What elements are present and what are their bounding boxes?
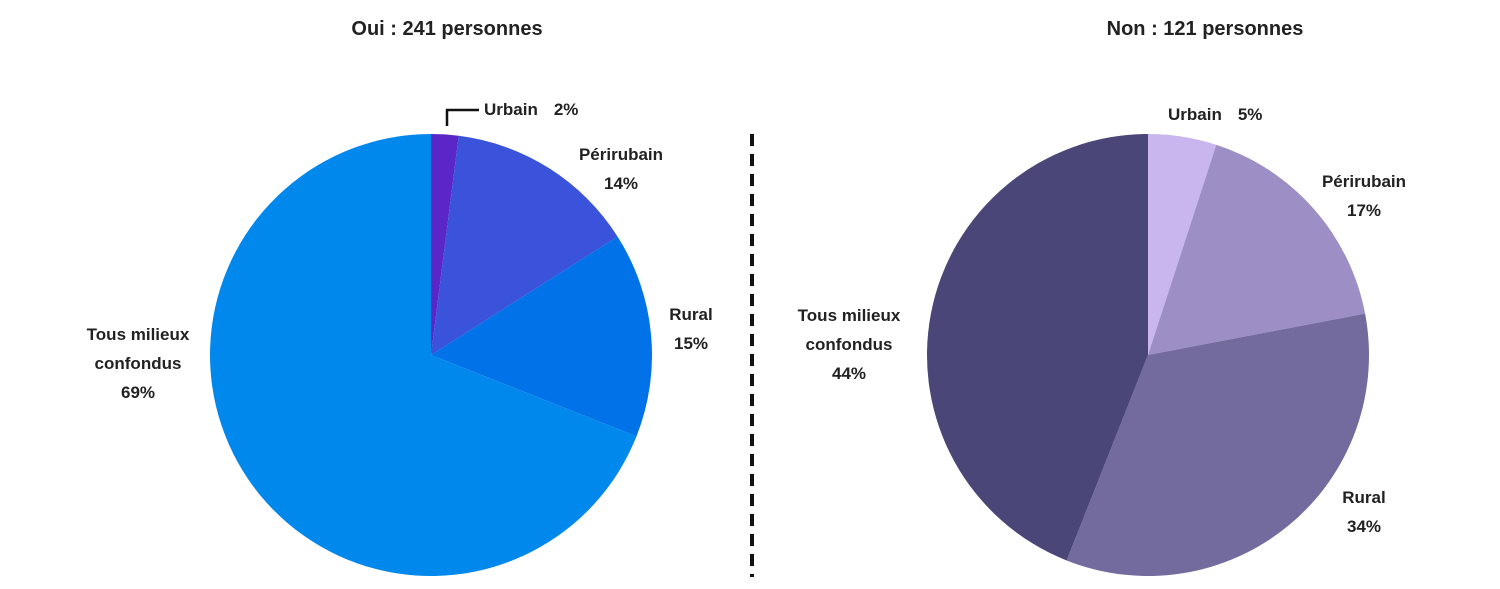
pie-slice-rural (1066, 313, 1369, 576)
slice-label-perirubain: Périrubain 14% (579, 145, 663, 193)
chart-non: Non : 121 personnes Urbain 5% Périrubain 17… (798, 18, 1406, 576)
slice-label-rural: Rural 15% (669, 305, 712, 353)
pie-slice-urbain (431, 134, 459, 355)
urbain-leader-line (445, 108, 479, 126)
pie-slice-rural (431, 236, 652, 437)
chart-title-oui: Oui : 241 personnes (351, 18, 542, 40)
slice-label-perirubain: Périrubain 17% (1322, 172, 1406, 220)
slice-label-urbain: Urbain 2% (484, 100, 578, 119)
pie-slice-perirubain (1148, 144, 1366, 355)
slice-label-tous-milieux-confondus: Tous milieux confondus 44% (798, 306, 901, 383)
labels-oui: Urbain 2% Périrubain 14% Rural 15% Tous milieu… (87, 100, 713, 402)
pie-slice-tous-milieux-confondus (210, 133, 637, 576)
pie-slice-tous-milieux-confondus (927, 134, 1148, 561)
pie-oui (210, 133, 652, 576)
pie-slice-urbain (1148, 134, 1217, 355)
slice-label-rural: Rural 34% (1342, 488, 1385, 536)
slice-label-urbain: Urbain 5% (1168, 105, 1262, 124)
labels-non: Urbain 5% Périrubain 17% Rural 34% Tous milieu… (798, 105, 1406, 536)
chart-oui: Oui : 241 personnes Urbain 2% Périrubain 14… (87, 18, 713, 576)
pie-non (927, 134, 1369, 576)
chart-title-non: Non : 121 personnes (1107, 18, 1304, 40)
slice-label-tous-milieux-confondus: Tous milieux confondus 69% (87, 325, 190, 402)
pie-slice-perirubain (431, 135, 618, 355)
